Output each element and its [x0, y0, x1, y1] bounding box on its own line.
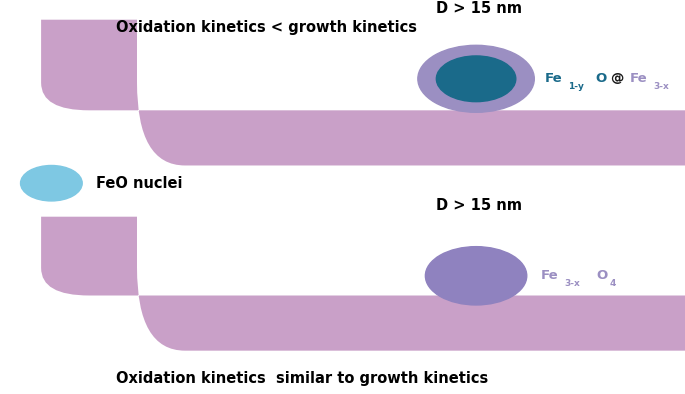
PathPatch shape: [41, 20, 685, 173]
Text: O: O: [595, 72, 606, 85]
Text: D > 15 nm: D > 15 nm: [436, 198, 523, 213]
Circle shape: [436, 56, 516, 102]
Circle shape: [21, 165, 82, 201]
Text: 1-y: 1-y: [568, 82, 584, 91]
Text: @: @: [610, 72, 623, 85]
Text: Oxidation kinetics < growth kinetics: Oxidation kinetics < growth kinetics: [116, 20, 417, 35]
Text: Fe: Fe: [630, 72, 648, 85]
Text: D > 15 nm: D > 15 nm: [436, 1, 523, 16]
Text: Oxidation kinetics  similar to growth kinetics: Oxidation kinetics similar to growth kin…: [116, 371, 488, 386]
PathPatch shape: [41, 217, 685, 359]
Text: Fe: Fe: [541, 269, 559, 282]
Text: 3-x: 3-x: [564, 279, 580, 288]
Text: FeO nuclei: FeO nuclei: [96, 176, 182, 191]
Text: 4: 4: [610, 279, 616, 288]
Circle shape: [425, 247, 527, 305]
Text: Fe: Fe: [545, 72, 562, 85]
Text: 3-x: 3-x: [653, 82, 669, 91]
Circle shape: [418, 45, 534, 112]
Text: O: O: [596, 269, 607, 282]
